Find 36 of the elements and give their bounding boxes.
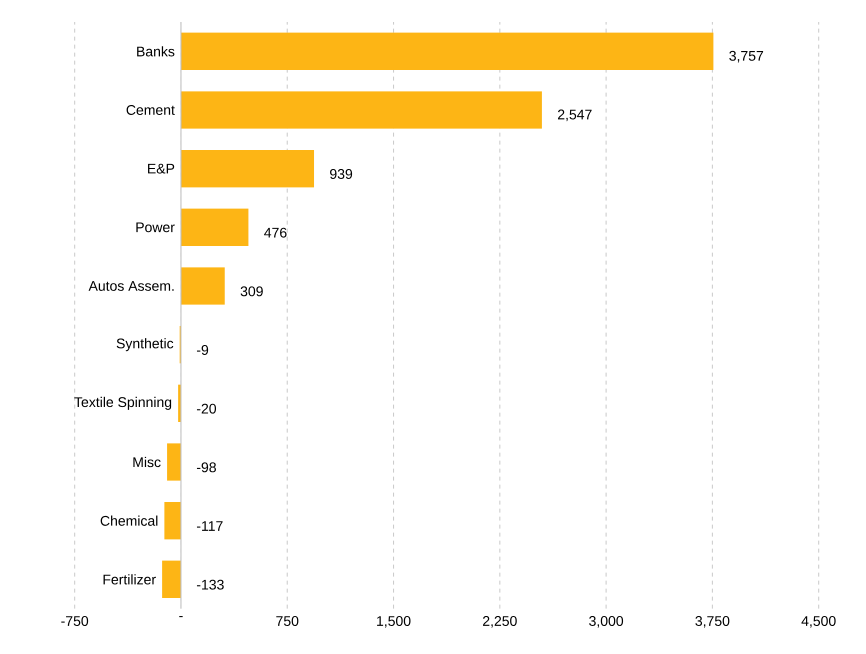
data-label: 309 xyxy=(240,286,263,296)
bar xyxy=(167,443,181,481)
bar xyxy=(164,502,181,540)
y-tick-label: Autos Assem. xyxy=(88,281,174,291)
bar xyxy=(180,267,225,305)
x-tick-label: 2,250 xyxy=(483,616,517,628)
x-tick-label: 1,500 xyxy=(377,616,410,628)
data-label: -117 xyxy=(196,521,223,531)
y-tick-label: Banks xyxy=(137,46,174,56)
bar xyxy=(180,32,714,70)
data-label: -20 xyxy=(196,404,216,414)
x-tick-label: -750 xyxy=(61,616,88,626)
data-label: -133 xyxy=(196,580,224,590)
x-tick-label: 3,750 xyxy=(695,616,730,628)
y-tick-label: Power xyxy=(136,222,175,232)
y-tick-label: E&P xyxy=(148,164,174,174)
bar xyxy=(180,91,542,129)
x-tick-label: 750 xyxy=(276,616,298,626)
y-tick-label: Fertilizer xyxy=(104,574,156,584)
y-tick-label: Chemical xyxy=(100,516,158,526)
data-label: 2,547 xyxy=(558,110,592,122)
data-label: -98 xyxy=(196,462,216,472)
x-tick-label: 4,500 xyxy=(801,616,836,628)
data-label: 476 xyxy=(264,228,287,238)
data-label: 939 xyxy=(330,169,352,179)
data-label: 3,757 xyxy=(729,50,764,62)
y-tick-label: Synthetic xyxy=(116,338,174,352)
data-label: -9 xyxy=(196,345,208,355)
y-tick-label: Cement xyxy=(126,105,175,115)
bar xyxy=(180,150,314,188)
y-tick-label: Misc xyxy=(133,456,161,468)
y-tick-label: Textile Spinning xyxy=(74,396,172,410)
bar xyxy=(162,560,181,598)
x-tick-label: - xyxy=(179,616,183,618)
bar xyxy=(180,208,248,246)
x-tick-label: 3,000 xyxy=(589,616,624,628)
